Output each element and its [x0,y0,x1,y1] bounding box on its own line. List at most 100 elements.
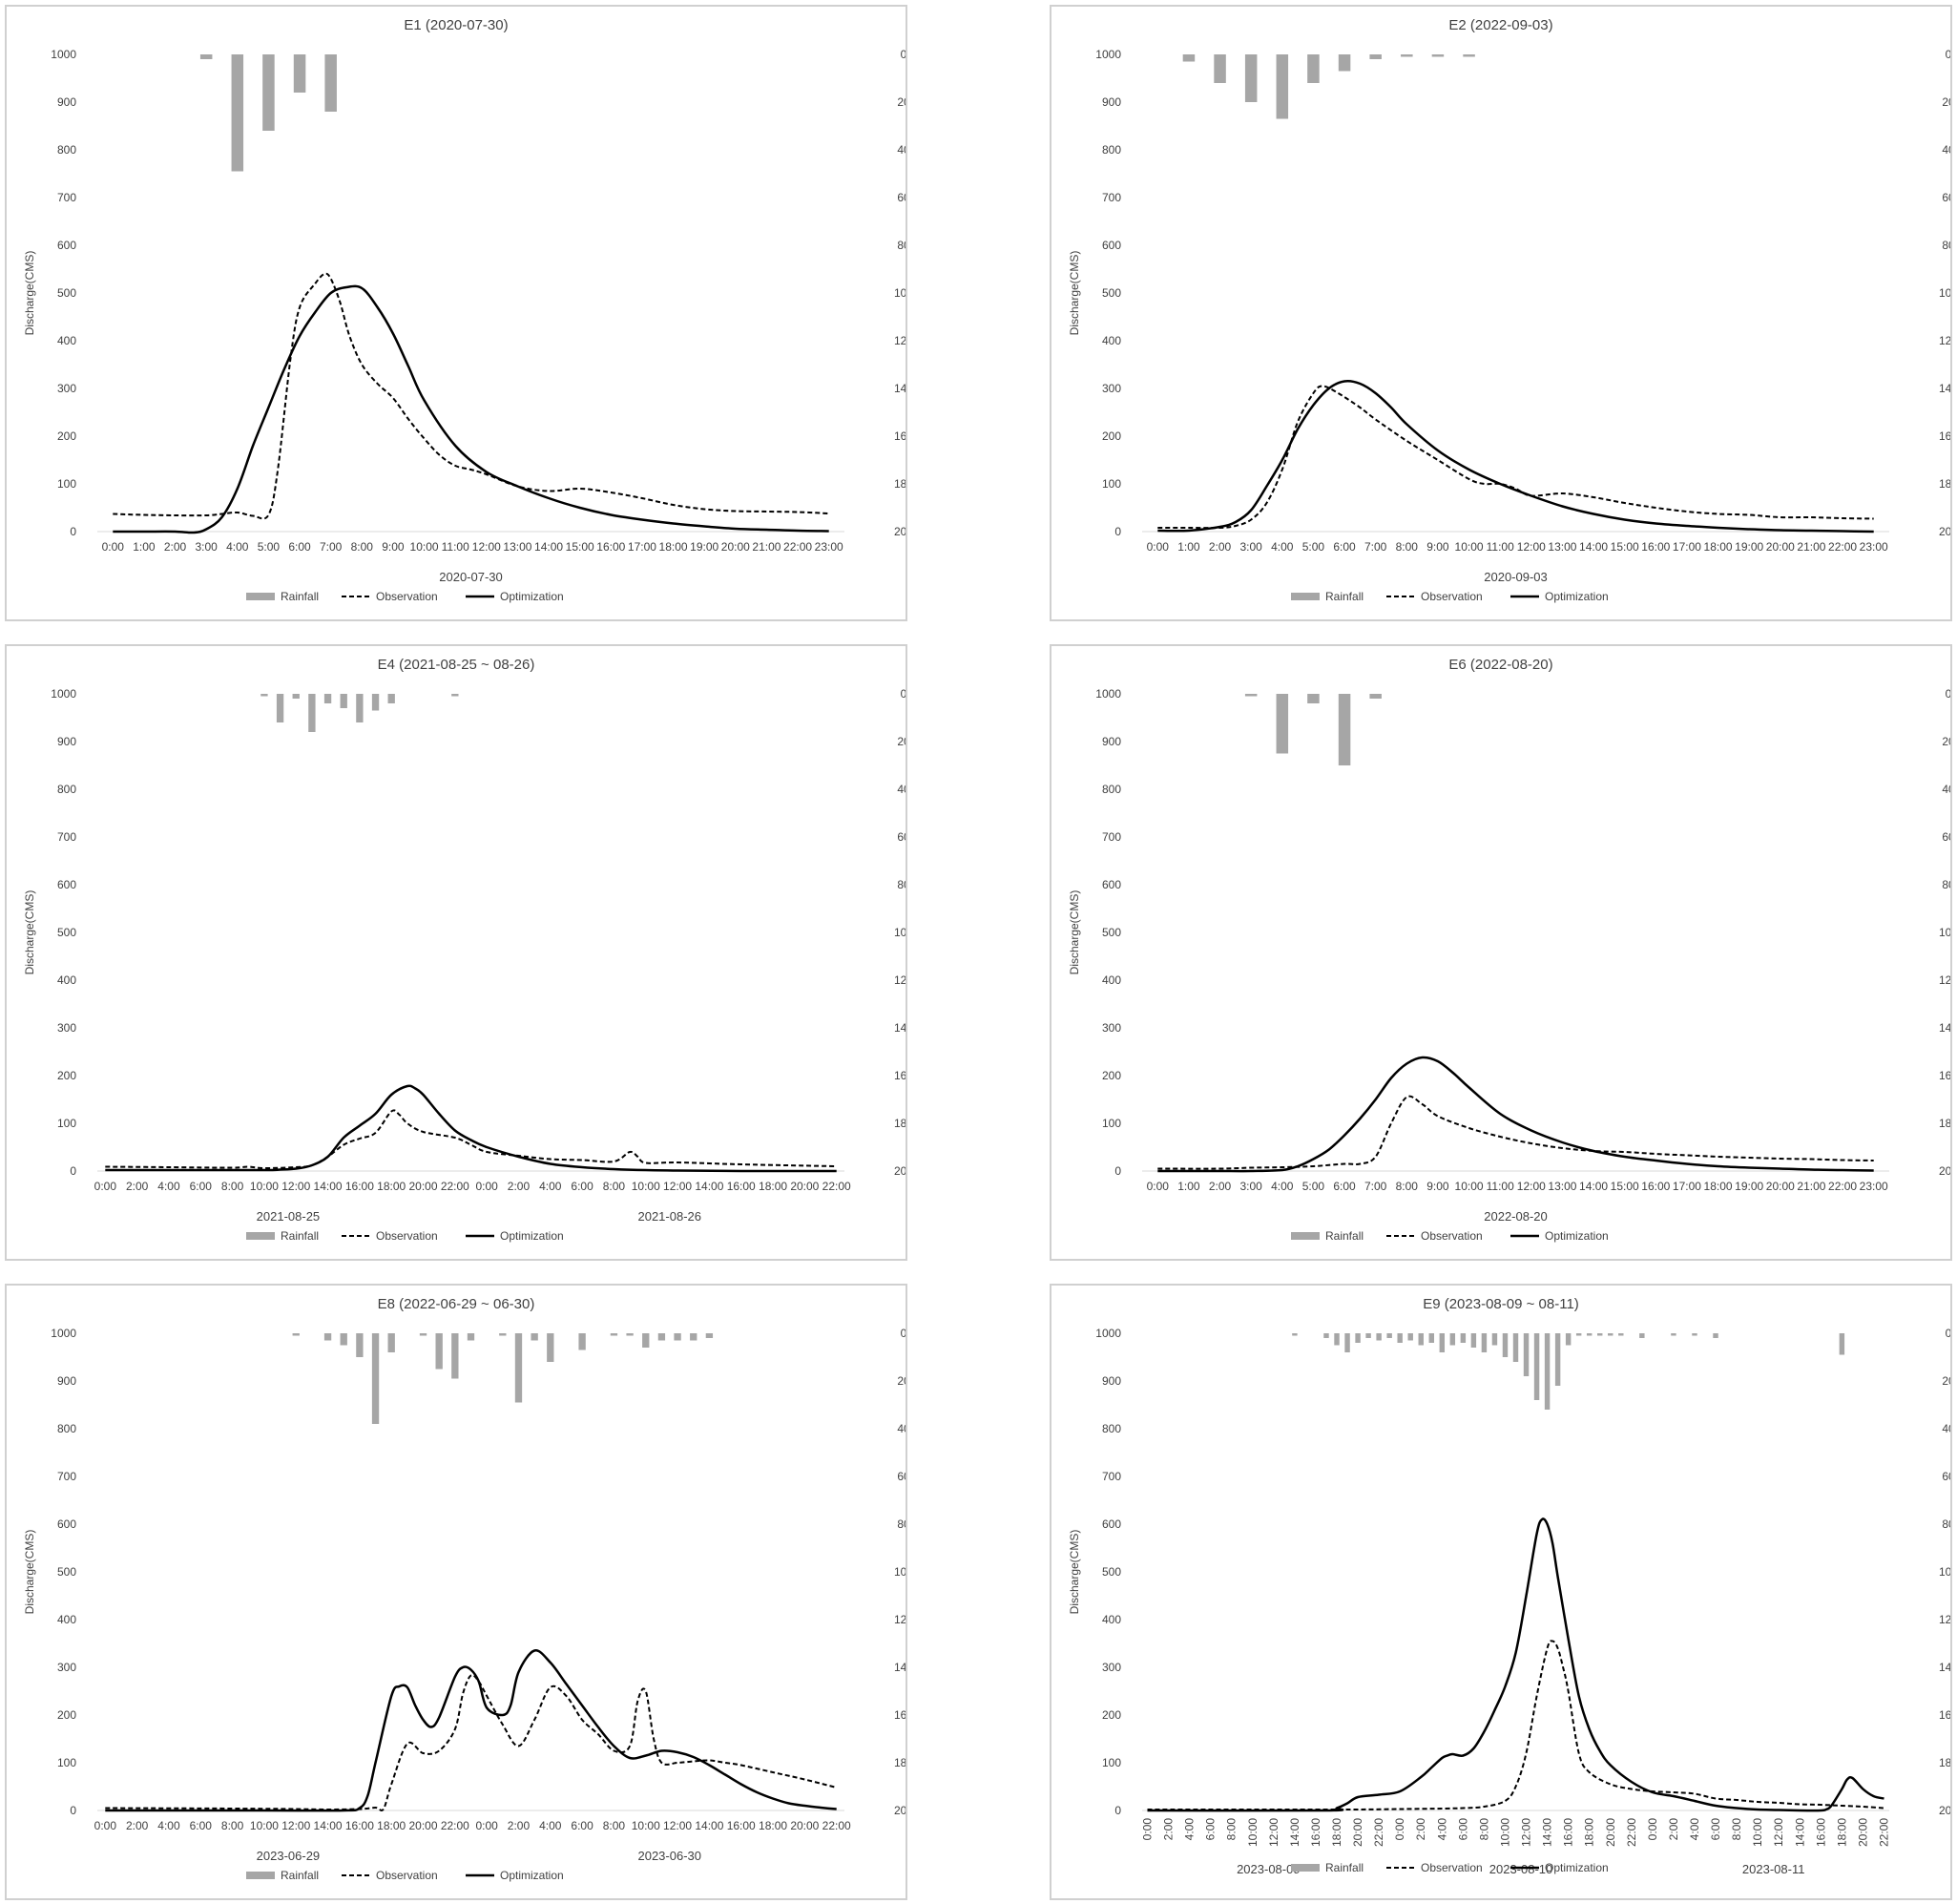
rainfall-bar [1418,1333,1424,1346]
y-tick-label: 800 [1102,143,1121,157]
rainfall-bar [1182,54,1196,62]
legend-observation-label: Observation [376,590,438,603]
chart-title: E4 (2021-08-25 ~ 08-26) [378,657,535,673]
x-tick-label: 15:00 [566,540,594,554]
rainfall-bar [356,694,364,722]
x-tick-label: 20:00 [1766,1180,1795,1193]
x-tick-label: 0:00 [1646,1818,1659,1841]
legend-rainfall-label: Rainfall [281,1229,319,1243]
x-tick-label: 21:00 [1797,1180,1825,1193]
x-tick-label: 4:00 [539,1180,562,1193]
legend-rainfall-swatch [246,1232,275,1240]
rainfall-bar [1386,1333,1392,1338]
x-tick-label: 16:00 [596,540,625,554]
y2-tick-label: 160 [1939,1069,1950,1082]
y-tick-label: 800 [1102,783,1121,796]
rainfall-bar [1502,1333,1509,1357]
chart-panel-e1: E1 (2020-07-30) 0 100 200 300 400 500 600 700 800… [5,5,907,621]
y-tick-label: 900 [1102,735,1121,748]
legend-rainfall-swatch [1291,1232,1320,1240]
x-tick-label: 22:00 [441,1819,469,1832]
y2-tick-label: 60 [1942,191,1950,204]
y2-tick-label: 120 [1939,973,1950,987]
y-tick-label: 700 [57,830,76,844]
x-tick-label: 22:00 [1828,1180,1857,1193]
rainfall-bar [1491,1333,1498,1346]
rainfall-bar [371,694,380,711]
x-tick-label: 2:00 [1162,1818,1176,1841]
x-tick-label: 6:00 [1333,1180,1356,1193]
y2-tick-label: 180 [894,1756,906,1769]
x-tick-label: 18:00 [1583,1818,1596,1847]
y2-tick-label: 80 [897,878,906,891]
y2-tick-label: 80 [897,239,906,252]
x-tick-label: 4:00 [1435,1818,1448,1841]
x-tick-label: 22:00 [822,1180,851,1193]
date-label: 2023-08-11 [1742,1862,1805,1876]
observation-line [105,1109,837,1170]
rainfall-bar [578,1333,586,1350]
y2-tick-label: 0 [901,1327,906,1340]
rainfall-bar [308,694,316,732]
chart-svg: E4 (2021-08-25 ~ 08-26)01002003004005006… [23,657,906,1243]
x-tick-label: 10:00 [250,1180,279,1193]
y-tick-label: 600 [57,878,76,891]
rainfall-bar [1639,1333,1645,1338]
y2-tick-label: 200 [1939,1164,1950,1178]
y2-tick-label: 120 [1939,1613,1950,1626]
x-tick-label: 1:00 [1177,1180,1200,1193]
x-tick-label: 6:00 [190,1180,213,1193]
x-tick-label: 16:00 [1309,1818,1322,1847]
x-tick-label: 8:00 [221,1819,244,1832]
x-tick-label: 10:00 [1246,1818,1260,1847]
chart-panel-e4: E4 (2021-08-25 ~ 08-26) 0 100 200 300 400 500 6… [5,644,907,1261]
x-tick-label: 18:00 [759,1819,787,1832]
legend-rainfall-swatch [1291,593,1320,600]
x-tick-label: 20:00 [409,1819,438,1832]
legend-optimization-label: Optimization [1545,1861,1609,1874]
x-tick-label: 9:00 [1426,540,1449,554]
y2-tick-label: 100 [894,1565,906,1579]
y-tick-label: 1000 [51,687,76,701]
rainfall-bar [292,1333,300,1336]
legend-observation-label: Observation [1421,1229,1483,1243]
rainfall-bar [1307,54,1320,83]
x-tick-label: 4:00 [539,1819,562,1832]
y-axis-label: Discharge(CMS) [23,890,36,975]
y2-tick-label: 200 [894,525,906,538]
y-tick-label: 700 [57,1470,76,1483]
x-tick-label: 17:00 [628,540,656,554]
x-tick-label: 2:00 [164,540,187,554]
rainfall-bar [1554,1333,1561,1386]
x-tick-label: 8:00 [221,1180,244,1193]
x-tick-label: 7:00 [1364,540,1387,554]
x-tick-label: 10:00 [1751,1818,1764,1847]
chart-svg: E6 (2022-08-20)0100200300400500600700800… [1068,657,1950,1243]
date-label: 2021-08-25 [257,1209,321,1224]
x-tick-label: 6:00 [571,1180,593,1193]
rainfall-bar [1839,1333,1845,1355]
rainfall-bar [1276,54,1289,119]
rainfall-bar [231,54,244,172]
x-tick-label: 18:00 [377,1819,406,1832]
x-tick-label: 10:00 [632,1819,660,1832]
y2-tick-label: 160 [1939,429,1950,443]
y2-tick-label: 200 [1939,525,1950,538]
optimization-line [105,1084,837,1173]
x-tick-label: 4:00 [226,540,249,554]
x-tick-label: 10:00 [250,1819,279,1832]
rainfall-bar [1369,54,1382,59]
y-axis-label: Discharge(CMS) [1068,251,1081,336]
x-tick-label: 15:00 [1611,1180,1639,1193]
chart-svg: E1 (2020-07-30)0100200300400500600700800… [23,17,906,603]
x-tick-label: 12:00 [1772,1818,1785,1847]
y-tick-label: 300 [57,1021,76,1035]
rainfall-bar [1463,54,1475,57]
x-tick-label: 1:00 [1177,540,1200,554]
x-tick-label: 3:00 [1240,1180,1263,1193]
x-tick-label: 10:00 [1455,540,1484,554]
y2-tick-label: 100 [1939,926,1950,939]
x-tick-label: 14:00 [314,1180,343,1193]
x-tick-label: 10:00 [410,540,439,554]
y-tick-label: 1000 [51,48,76,61]
